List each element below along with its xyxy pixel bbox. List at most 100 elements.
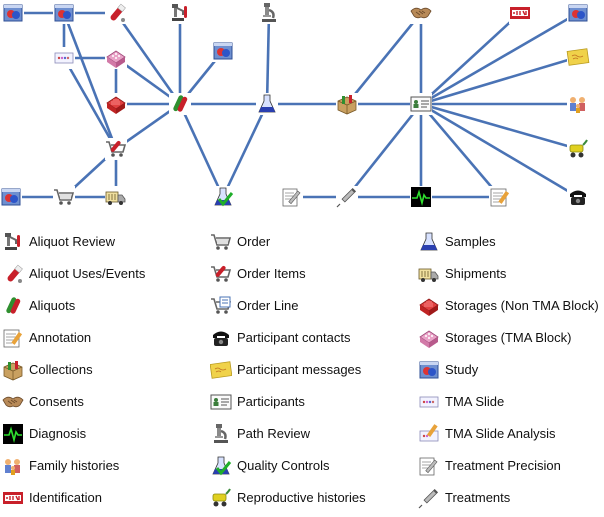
- study3-node-icon[interactable]: [53, 2, 75, 24]
- participant-contacts-node-icon[interactable]: [567, 186, 589, 208]
- participants-icon: [210, 394, 232, 410]
- order-line-icon: [211, 296, 232, 314]
- family-histories-icon: [5, 459, 20, 475]
- legend-label: Aliquot Uses/Events: [29, 266, 146, 281]
- annotation-node-icon[interactable]: [489, 186, 511, 208]
- legend-label: Order: [237, 234, 271, 249]
- legend-label: Samples: [445, 234, 496, 249]
- participant-messages-node-icon[interactable]: [566, 46, 590, 68]
- diagnosis-node-icon[interactable]: [410, 186, 432, 208]
- tma-slide-icon: [419, 396, 439, 408]
- quality-controls-node-icon[interactable]: [212, 186, 234, 208]
- aliquots-node-icon[interactable]: [169, 93, 191, 115]
- study2-node-icon[interactable]: [212, 40, 234, 62]
- edge-study3-order_items: [62, 12, 118, 150]
- legend-label: Participant contacts: [237, 330, 351, 345]
- legend-label: Order Line: [237, 298, 299, 313]
- legend-label: Shipments: [445, 266, 507, 281]
- participants-node-icon[interactable]: [410, 93, 432, 115]
- edge-participants-annotation: [420, 103, 501, 198]
- aliquots-icon: [6, 297, 21, 314]
- legend-label: Annotation: [29, 330, 92, 345]
- collections-icon: [3, 361, 23, 381]
- legend-label: Treatments: [445, 490, 511, 505]
- edge-samples-quality_controls: [221, 103, 269, 198]
- storage-tma-icon: [419, 330, 439, 348]
- order-node-icon[interactable]: [53, 186, 75, 208]
- aliquot-uses-node-icon[interactable]: [105, 2, 127, 24]
- treatments-icon: [418, 488, 439, 509]
- study1-node-icon[interactable]: [2, 2, 24, 24]
- order-items-node-icon[interactable]: [105, 138, 127, 160]
- aliquot-uses-icon: [7, 264, 23, 283]
- legend-label: Study: [445, 362, 479, 377]
- annotation-icon: [3, 329, 23, 348]
- aliquot-review-icon: [5, 233, 20, 250]
- consents-node-icon[interactable]: [410, 2, 432, 24]
- legend-label: Path Review: [237, 426, 310, 441]
- legend-label: TMA Slide Analysis: [445, 426, 556, 441]
- edge-path_review-samples: [265, 12, 271, 105]
- legend-label: Collections: [29, 362, 93, 377]
- legend-label: Identification: [29, 490, 102, 505]
- path-review-node-icon[interactable]: [258, 2, 280, 24]
- path-review-icon: [214, 424, 228, 443]
- study5-node-icon[interactable]: [0, 186, 22, 208]
- consents-icon: [2, 396, 24, 408]
- legend-label: Order Items: [237, 266, 306, 281]
- identification-icon: [3, 492, 23, 504]
- legend-label: Consents: [29, 394, 84, 409]
- aliquot-review-node-icon[interactable]: [169, 2, 191, 24]
- legend-label: Aliquots: [29, 298, 76, 313]
- tma-slide-node-icon[interactable]: [53, 47, 75, 69]
- legend-label: TMA Slide: [445, 394, 505, 409]
- shipments-node-icon[interactable]: [105, 186, 127, 208]
- diagnosis-icon: [3, 424, 23, 444]
- study4-node-icon[interactable]: [567, 2, 589, 24]
- diagram-edges: [11, 11, 579, 199]
- legend-label: Reproductive histories: [237, 490, 366, 505]
- treatment-precision-node-icon[interactable]: [281, 186, 303, 208]
- legend-label: Participants: [237, 394, 305, 409]
- edge-tma_slide-order_items: [62, 57, 118, 150]
- quality-controls-icon: [212, 456, 232, 476]
- collections-node-icon[interactable]: [336, 93, 358, 115]
- edge-aliquots-quality_controls: [178, 103, 225, 198]
- edge-participants-participant_messages: [420, 55, 579, 106]
- storage-tma-node-icon[interactable]: [105, 47, 127, 69]
- edge-identification-participants: [420, 12, 521, 105]
- legend-label: Storages (TMA Block): [445, 330, 572, 345]
- reproductive-histories-icon: [212, 488, 231, 507]
- participant-contacts-icon: [213, 331, 229, 346]
- order-items-icon: [211, 265, 232, 282]
- samples-icon: [420, 232, 438, 251]
- treatment-precision-icon: [419, 457, 438, 476]
- samples-node-icon[interactable]: [256, 93, 278, 115]
- study-icon: [419, 361, 439, 379]
- treatments-node-icon[interactable]: [336, 186, 358, 208]
- shipments-icon: [418, 268, 439, 282]
- order-icon: [211, 234, 232, 250]
- legend-label: Diagnosis: [29, 426, 87, 441]
- storage-nontma-node-icon[interactable]: [105, 93, 127, 115]
- legend-label: Aliquot Review: [29, 234, 115, 249]
- edge-aliquot_uses-aliquots: [114, 12, 182, 105]
- edge-participants-study4: [420, 11, 579, 106]
- legend-label: Participant messages: [237, 362, 362, 377]
- tma-slide-analysis-icon: [419, 424, 439, 442]
- storage-nontma-icon: [419, 298, 439, 316]
- edge-participants-participant_contacts: [420, 102, 579, 199]
- participant-messages-icon: [210, 361, 232, 379]
- edge-participants-treatments: [345, 103, 423, 198]
- identification-node-icon[interactable]: [509, 2, 531, 24]
- legend-label: Treatment Precision: [445, 458, 561, 473]
- family-histories-node-icon[interactable]: [567, 93, 589, 115]
- edge-consents-collections: [345, 12, 423, 105]
- reproductive-histories-node-icon[interactable]: [567, 138, 589, 160]
- legend-label: Family histories: [29, 458, 120, 473]
- diagram-nodes: [0, 2, 590, 208]
- legend-label: Storages (Non TMA Block): [445, 298, 599, 313]
- edge-participants-reproductive_histories: [420, 102, 579, 151]
- legend-label: Quality Controls: [237, 458, 330, 473]
